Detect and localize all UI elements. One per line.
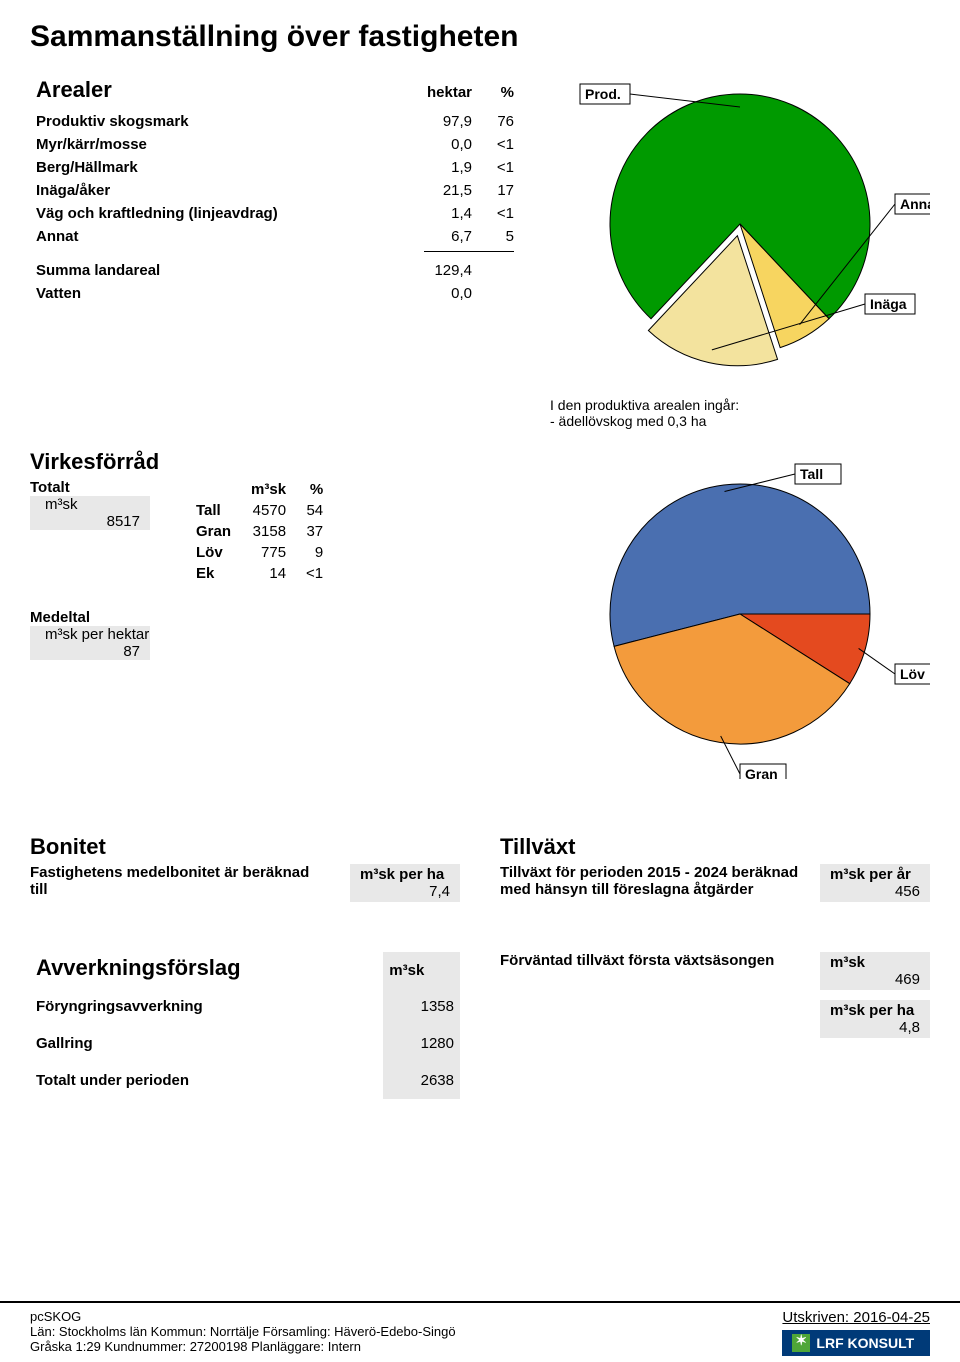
col-hektar: hektar: [396, 74, 478, 110]
arealer-row: Produktiv skogsmark97,976: [30, 110, 520, 133]
virkes-section: Virkesförråd Totalt m³sk 8517 m³sk % Tal…: [30, 449, 930, 784]
svg-text:Annat: Annat: [900, 196, 930, 212]
m3sk-label: m³sk: [30, 496, 150, 513]
lrf-logo-text: LRF KONSULT: [816, 1335, 914, 1351]
pcskog-label: pcSKOG: [30, 1309, 782, 1324]
col-pct: %: [478, 74, 520, 110]
summa-label: Summa landareal: [30, 259, 396, 282]
page-title: Sammanställning över fastigheten: [30, 20, 930, 54]
forvantad-vals: m³sk 469 m³sk per ha 4,8: [820, 952, 930, 1038]
medeltal-sub: m³sk per hektar: [30, 626, 150, 643]
bonitet-desc: Fastighetens medelbonitet är beräknad ti…: [30, 864, 330, 898]
lrf-logo: LRF KONSULT: [782, 1330, 930, 1356]
lrf-logo-icon: [792, 1334, 810, 1352]
medeltal-box: Medeltal m³sk per hektar 87: [30, 609, 150, 660]
footer-line1: Län: Stockholms län Kommun: Norrtälje Fö…: [30, 1324, 782, 1339]
note-line1: I den produktiva arealen ingår:: [550, 397, 739, 413]
avv-row: Totalt under perioden2638: [30, 1062, 460, 1099]
medeltal-label: Medeltal: [30, 609, 150, 626]
footer-line2: Gråska 1:29 Kundnummer: 27200198 Planläg…: [30, 1339, 782, 1354]
species-table: m³sk % Tall457054Gran315837Löv7759Ek14<1: [190, 479, 337, 584]
bonitet-val-label: m³sk per ha: [360, 866, 450, 883]
virkes-heading: Virkesförråd: [30, 449, 520, 475]
avv-heading: Avverkningsförslag: [36, 955, 377, 981]
medeltal-val: 87: [30, 643, 150, 660]
forvantad-v1-label: m³sk: [830, 954, 920, 971]
species-row: Löv7759: [190, 542, 337, 563]
avv-row: Föryngringsavverkning1358: [30, 988, 460, 1025]
utskriven-label: Utskriven: 2016-04-25: [782, 1309, 930, 1326]
tillvaxt-valbox: m³sk per år 456: [820, 864, 930, 902]
species-row: Ek14<1: [190, 563, 337, 584]
svg-text:Tall: Tall: [800, 466, 823, 482]
arealer-pie: Prod. Annat Inäga: [550, 74, 930, 379]
bonitet-tillvaxt-row: Bonitet Fastighetens medelbonitet är ber…: [30, 834, 930, 902]
col-m3sk: m³sk: [245, 479, 300, 500]
tillvaxt-heading: Tillväxt: [500, 834, 930, 860]
arealer-row: Inäga/åker21,517: [30, 179, 520, 202]
arealer-note: I den produktiva arealen ingår: - ädellö…: [550, 397, 739, 429]
tillvaxt-desc: Tillväxt för perioden 2015 - 2024 beräkn…: [500, 864, 800, 898]
avverkning-table: Avverkningsförslag m³sk Föryngringsavver…: [30, 952, 460, 1099]
arealer-row: Annat6,75: [30, 225, 520, 248]
bonitet-val: 7,4: [360, 883, 450, 900]
footer: pcSKOG Län: Stockholms län Kommun: Norrt…: [0, 1301, 960, 1362]
svg-text:Inäga: Inäga: [870, 296, 907, 312]
vatten-label: Vatten: [30, 282, 396, 305]
bonitet-valbox: m³sk per ha 7,4: [350, 864, 460, 902]
tillvaxt-val-label: m³sk per år: [830, 866, 920, 883]
bonitet-heading: Bonitet: [30, 834, 460, 860]
totalt-val: 8517: [30, 513, 150, 530]
avv-col-m3sk: m³sk: [383, 952, 460, 988]
arealer-row: Berg/Hällmark1,9<1: [30, 156, 520, 179]
forvantad-desc: Förväntad tillväxt första växt­säsongen: [500, 952, 800, 969]
tillvaxt-val: 456: [830, 883, 920, 900]
arealer-row: Väg och kraftledning (linjeavdrag)1,4<1: [30, 202, 520, 225]
arealer-table: Arealer hektar % Produktiv skogsmark97,9…: [30, 74, 520, 305]
arealer-row: Myr/kärr/mosse0,0<1: [30, 133, 520, 156]
summa-val: 129,4: [396, 259, 478, 282]
svg-text:Prod.: Prod.: [585, 86, 621, 102]
species-row: Gran315837: [190, 521, 337, 542]
svg-text:Löv: Löv: [900, 666, 925, 682]
svg-text:Gran: Gran: [745, 766, 778, 779]
virkes-pie: Tall Löv Gran: [550, 449, 930, 784]
col-pct2: %: [300, 479, 337, 500]
forvantad-v2-label: m³sk per ha: [830, 1002, 920, 1019]
species-row: Tall457054: [190, 500, 337, 521]
note-line2: - ädellövskog med 0,3 ha: [550, 413, 739, 429]
avverkning-row: Avverkningsförslag m³sk Föryngringsavver…: [30, 952, 930, 1099]
forvantad-v2: 4,8: [830, 1019, 920, 1036]
vatten-val: 0,0: [396, 282, 478, 305]
avv-row: Gallring1280: [30, 1025, 460, 1062]
totalt-label: Totalt: [30, 479, 150, 496]
totalt-box: Totalt m³sk 8517: [30, 479, 150, 584]
forvantad-v1: 469: [830, 971, 920, 988]
arealer-section: Arealer hektar % Produktiv skogsmark97,9…: [30, 74, 930, 379]
arealer-heading: Arealer: [36, 77, 390, 103]
